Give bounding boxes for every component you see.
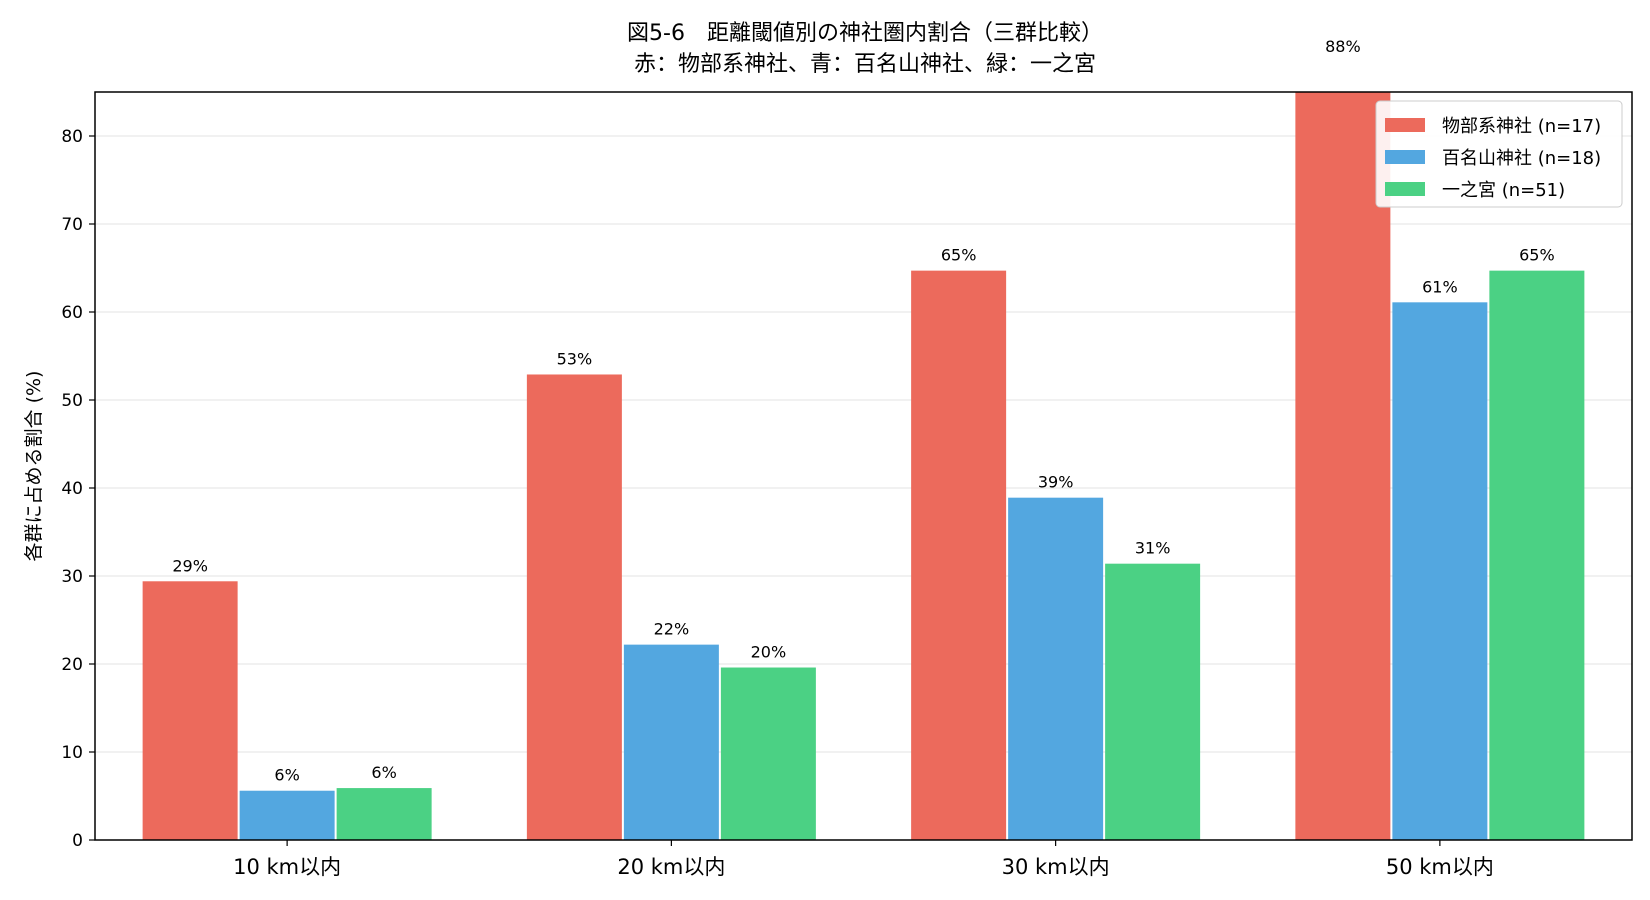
x-tick-label: 50 km以内 bbox=[1386, 855, 1494, 879]
y-tick-label: 10 bbox=[61, 743, 83, 763]
legend-swatch bbox=[1385, 118, 1425, 132]
bar bbox=[911, 270, 1007, 840]
bar-value-label: 61% bbox=[1422, 277, 1458, 296]
legend-box bbox=[1375, 100, 1623, 208]
bar bbox=[336, 788, 432, 840]
y-tick-label: 30 bbox=[61, 567, 83, 587]
y-tick-label: 40 bbox=[61, 479, 83, 499]
bar-labels: 29% 6% 6% 53% 22% 20% 65% 39% 31% 88% 61% 65% bbox=[172, 37, 1554, 785]
legend-entry-label: 一之宮 (n=51) bbox=[1442, 180, 1565, 201]
bar bbox=[1295, 92, 1391, 840]
y-tick-label: 20 bbox=[61, 655, 83, 675]
y-tick-label: 60 bbox=[61, 303, 83, 323]
y-axis: 0 10 20 30 40 50 60 70 80 bbox=[61, 127, 95, 851]
legend: 物部系神社 (n=17) 百名山神社 (n=18) 一之宮 (n=51) bbox=[1375, 100, 1623, 208]
legend-entry-label: 物部系神社 (n=17) bbox=[1442, 116, 1601, 137]
bar-value-label: 20% bbox=[751, 643, 787, 662]
chart-title: 図5-6 距離閾値別の神社圏内割合（三群比較） bbox=[627, 21, 1103, 46]
bar-value-label: 31% bbox=[1135, 539, 1171, 558]
bar-value-label: 65% bbox=[1519, 246, 1555, 265]
bar bbox=[1392, 302, 1488, 840]
y-tick-label: 0 bbox=[72, 831, 83, 851]
y-tick-label: 50 bbox=[61, 391, 83, 411]
bar-value-label: 88% bbox=[1325, 37, 1361, 56]
bar bbox=[1008, 497, 1104, 840]
y-tick-label: 80 bbox=[61, 127, 83, 147]
legend-entry-label: 百名山神社 (n=18) bbox=[1442, 148, 1601, 169]
x-tick-label: 10 km以内 bbox=[233, 855, 341, 879]
bar-value-label: 6% bbox=[371, 763, 396, 782]
bar-value-label: 65% bbox=[941, 246, 977, 265]
bar-value-label: 39% bbox=[1038, 473, 1074, 492]
bar bbox=[239, 790, 335, 840]
bar bbox=[526, 374, 622, 840]
legend-swatch bbox=[1385, 150, 1425, 164]
legend-swatch bbox=[1385, 182, 1425, 196]
x-axis: 10 km以内 20 km以内 30 km以内 50 km以内 bbox=[233, 840, 1494, 879]
bar-value-label: 29% bbox=[172, 556, 208, 575]
bar-value-label: 22% bbox=[654, 620, 690, 639]
x-tick-label: 20 km以内 bbox=[617, 855, 725, 879]
x-tick-label: 30 km以内 bbox=[1002, 855, 1110, 879]
bar bbox=[142, 581, 238, 840]
y-axis-label: 各群に占める割合 (%) bbox=[23, 371, 45, 562]
bar-value-label: 53% bbox=[557, 349, 593, 368]
bar bbox=[623, 644, 719, 840]
chart-subtitle: 赤：物部系神社、青：百名山神社、緑：一之宮 bbox=[634, 52, 1096, 77]
bar-value-label: 6% bbox=[274, 766, 299, 785]
grid-lines bbox=[95, 135, 1632, 753]
bar bbox=[1489, 270, 1585, 840]
bar bbox=[1105, 563, 1201, 840]
bar bbox=[720, 667, 816, 840]
y-tick-label: 70 bbox=[61, 215, 83, 235]
bars bbox=[142, 92, 1585, 840]
plot-frame bbox=[94, 91, 1633, 841]
